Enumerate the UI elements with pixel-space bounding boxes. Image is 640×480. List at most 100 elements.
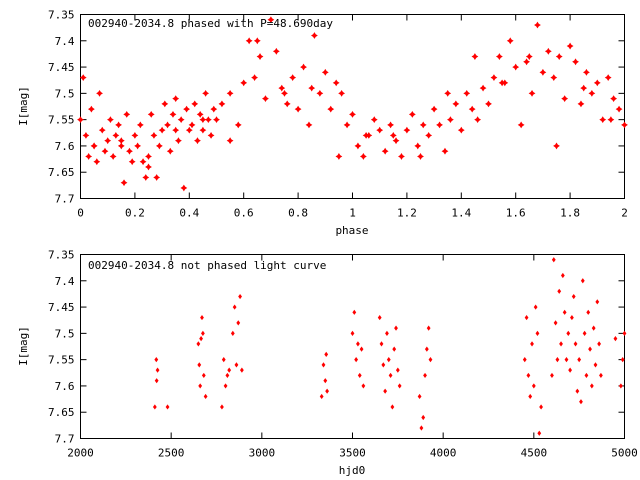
data-point [559,341,563,347]
data-point [87,105,95,113]
data-point [238,293,242,300]
data-point [262,95,269,103]
data-point [586,309,591,315]
data-point [362,132,370,139]
data-point [155,367,160,373]
data-point [388,372,393,379]
data-point [531,383,536,389]
data-point [226,89,234,97]
data-point [423,372,427,379]
data-point [398,153,405,160]
data-point [93,158,101,166]
data-point [359,346,364,352]
data-point [230,330,235,336]
data-point [447,116,454,124]
data-point [283,100,291,108]
y-tick-label: 7.7 [55,193,75,206]
data-point [381,147,389,155]
data-point [385,330,389,336]
data-point [421,414,426,421]
data-point [525,53,533,60]
data-point [196,341,201,347]
data-point [573,341,578,347]
data-point [240,79,248,87]
data-point [321,362,326,368]
data-point [485,100,492,108]
data-point [101,147,109,155]
data-point [109,153,117,160]
data-point [164,121,171,129]
data-point [428,357,433,363]
data-point [352,309,357,315]
x-tick-label: 3500 [339,447,366,460]
data-point [203,393,208,400]
x-tick-label: 2500 [158,447,185,460]
data-point [584,372,589,379]
data-point [425,132,433,139]
data-point [526,372,531,379]
data-point [392,346,397,352]
y-tick-label: 7.45 [48,301,75,314]
y-tick-label: 7.35 [48,249,75,262]
data-point [354,142,362,150]
phased-light-curve-panel: 0 0.2 0.4 0.6 0.8 1 1.2 1.4 1.6 1.8 2 7.35 7.4 7.45 7.… [17,9,628,237]
data-point [251,74,258,81]
data-point [213,116,220,124]
data-point [172,126,180,134]
data-point [551,257,556,263]
data-point [468,105,476,113]
data-point [560,272,565,279]
data-point [225,372,230,379]
y-tick-label: 7.5 [55,87,75,100]
data-point [199,126,207,134]
data-point [305,121,313,129]
data-point [196,110,204,118]
data-point [153,174,161,181]
data-point [234,121,242,129]
data-point [610,95,618,103]
data-point [197,362,202,368]
data-point [361,383,366,389]
x-tick-label: 1.4 [451,207,471,220]
data-point [139,158,147,166]
data-point [267,16,275,24]
y-tick-label: 7.65 [48,406,75,419]
data-point [245,37,253,45]
data-point [534,21,541,29]
data-point [131,132,139,139]
data-point [457,126,465,134]
data-point [316,89,324,97]
data-point [595,299,600,305]
data-point [471,53,479,60]
data-point [555,357,560,363]
data-point [85,153,93,160]
data-point [537,430,542,436]
data-point [561,95,569,103]
data-point [553,320,558,326]
data-point [226,137,234,145]
data-point [325,388,330,394]
data-point [424,346,429,352]
data-point [155,142,163,150]
data-point [172,95,180,103]
data-point [123,110,131,118]
data-point [571,293,576,300]
data-point [200,314,204,321]
y-tick-label: 7.7 [55,433,75,446]
data-point [234,362,239,368]
data-point [199,336,203,342]
data-point [134,142,142,150]
data-point [591,325,596,331]
data-point [356,341,360,347]
data-point [474,116,482,124]
data-point [359,153,367,160]
data-point [562,309,567,315]
plot-frame [80,254,625,439]
data-point [618,383,623,389]
x-tick-label: 4000 [430,447,457,460]
data-point [593,79,601,87]
data-point [523,58,530,66]
data-point [436,121,443,129]
y-tick-label: 7.5 [55,327,75,340]
